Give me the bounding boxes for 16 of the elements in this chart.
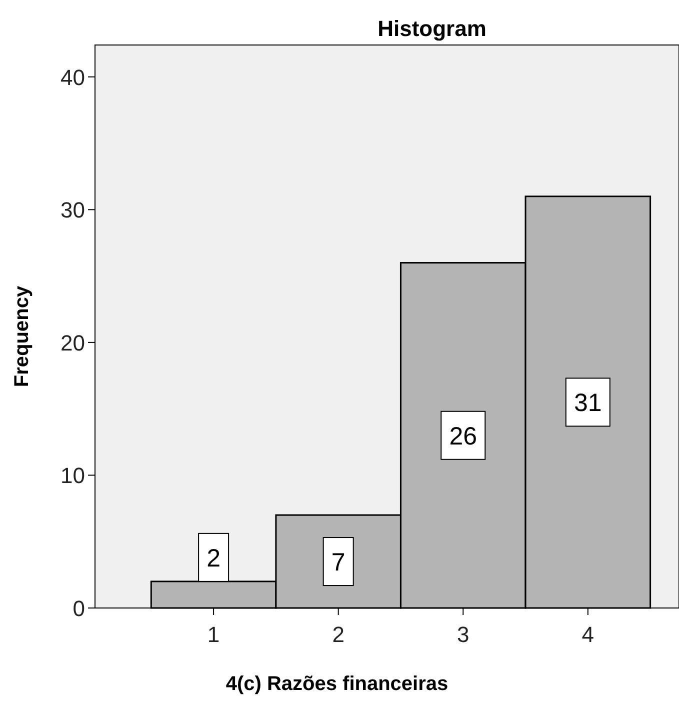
x-tick-label: 1 <box>207 622 220 647</box>
y-tick-label: 30 <box>60 198 85 223</box>
data-label: 7 <box>331 548 346 577</box>
data-label: 2 <box>206 544 220 572</box>
y-tick-label: 40 <box>60 64 85 90</box>
data-label: 31 <box>574 389 602 418</box>
y-tick-label: 0 <box>72 596 85 621</box>
chart-title: Histogram <box>378 16 486 41</box>
data-label: 26 <box>449 422 478 450</box>
x-tick-label: 2 <box>332 622 344 647</box>
y-tick-label: 10 <box>60 463 85 488</box>
x-tick-label: 3 <box>456 622 470 647</box>
y-axis-title: Frequency <box>11 285 33 388</box>
x-tick-label: 4 <box>582 622 594 647</box>
y-tick-label: 20 <box>60 330 85 356</box>
x-axis-title: 4(c) Razões financeiras <box>226 673 448 695</box>
